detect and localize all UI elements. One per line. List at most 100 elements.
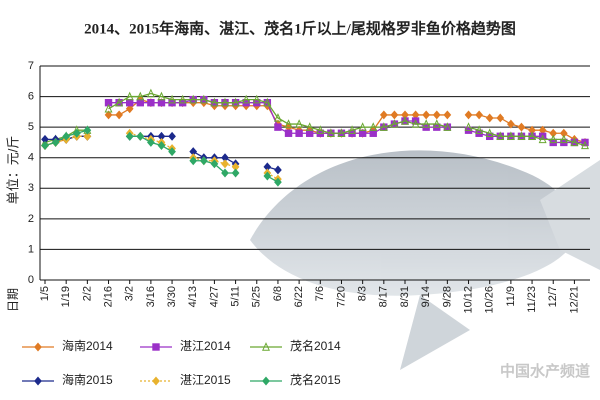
data-point — [72, 128, 81, 138]
data-point — [517, 122, 526, 132]
data-point — [485, 128, 494, 137]
legend-label: 湛江2014 — [180, 339, 231, 353]
x-tick-label: 7/20 — [335, 286, 347, 307]
x-tick-label: 9/14 — [420, 286, 432, 307]
x-tick-label: 11/23 — [526, 286, 538, 313]
watermark: 中国水产频道 — [500, 362, 590, 380]
data-point — [136, 91, 145, 101]
data-point — [252, 94, 261, 104]
data-point — [274, 165, 282, 175]
data-point — [189, 156, 198, 166]
data-point — [369, 129, 377, 137]
data-point — [485, 113, 494, 123]
y-tick-label: 7 — [28, 60, 34, 72]
data-point — [157, 91, 166, 101]
data-point — [126, 98, 134, 107]
x-tick-label: 12/21 — [568, 286, 580, 314]
y-axis-label: 单位：元/斤 — [5, 136, 20, 205]
data-point — [274, 177, 282, 187]
data-point — [369, 122, 378, 131]
data-point — [337, 128, 346, 137]
data-point — [464, 122, 473, 131]
x-tick-label: 2/2 — [81, 286, 93, 301]
x-tick-label: 6/8 — [272, 286, 284, 301]
data-point — [41, 141, 49, 150]
data-point — [559, 128, 568, 138]
data-point — [221, 97, 229, 107]
data-point — [231, 168, 240, 178]
data-point — [199, 94, 208, 104]
x-tick-label: 3/2 — [124, 286, 136, 301]
data-point — [115, 97, 124, 107]
x-tick-label: 8/31 — [399, 286, 411, 307]
x-tick-label: 6/22 — [293, 286, 305, 307]
data-point — [125, 104, 134, 114]
data-point — [146, 88, 155, 98]
data-point — [538, 134, 547, 144]
data-point — [570, 137, 579, 147]
data-point — [210, 97, 219, 107]
x-tick-label: 8/3 — [357, 286, 369, 301]
data-point — [506, 131, 515, 141]
data-point — [125, 131, 134, 141]
data-point — [147, 98, 155, 107]
data-point — [401, 116, 409, 125]
data-point — [528, 131, 537, 141]
y-tick-label: 0 — [28, 274, 34, 286]
data-point — [358, 129, 367, 137]
data-point — [422, 119, 431, 128]
x-tick-label: 3/16 — [145, 286, 157, 307]
data-point — [559, 134, 568, 144]
data-point — [284, 119, 293, 128]
data-point — [199, 156, 208, 166]
legend-label: 茂名2014 — [290, 338, 341, 353]
data-point — [189, 94, 198, 104]
x-tick-label: 12/7 — [547, 286, 559, 307]
x-tick-label: 10/26 — [484, 286, 496, 314]
legend-marker — [34, 376, 42, 386]
data-point — [273, 113, 282, 122]
data-point — [422, 110, 431, 120]
y-tick-label: 6 — [28, 90, 34, 102]
data-point — [83, 131, 92, 141]
data-point — [104, 103, 113, 113]
fish-background — [250, 150, 600, 370]
y-tick-label: 2 — [28, 213, 34, 225]
data-point — [443, 110, 452, 120]
y-tick-label: 5 — [28, 121, 34, 133]
legend-marker — [152, 376, 160, 386]
data-point — [168, 131, 176, 141]
legend-marker — [34, 342, 42, 352]
data-point — [242, 94, 251, 104]
x-tick-label: 5/11 — [229, 286, 241, 307]
data-point — [147, 137, 155, 147]
data-point — [379, 110, 388, 120]
data-point — [295, 129, 303, 137]
legend-label: 茂名2015 — [290, 372, 341, 387]
x-tick-label: 5/25 — [251, 286, 263, 307]
data-point — [157, 98, 166, 107]
x-tick-label: 8/17 — [378, 286, 390, 307]
data-point — [326, 128, 335, 137]
data-point — [284, 129, 293, 137]
data-point — [496, 131, 505, 141]
data-point — [221, 159, 229, 169]
data-point — [157, 141, 166, 150]
legend-label: 海南2015 — [62, 372, 113, 387]
data-point — [178, 94, 187, 104]
data-point — [475, 110, 483, 120]
data-point — [51, 137, 60, 147]
data-point — [549, 134, 558, 144]
data-point — [83, 125, 92, 135]
x-tick-label: 10/12 — [462, 286, 474, 314]
data-point — [390, 110, 399, 120]
data-point — [432, 119, 441, 128]
data-point — [411, 119, 420, 128]
legend-label: 湛江2015 — [180, 373, 231, 387]
data-point — [358, 122, 367, 131]
data-point — [136, 98, 144, 107]
legend-marker — [152, 343, 160, 351]
data-point — [104, 110, 113, 120]
data-point — [305, 122, 314, 131]
